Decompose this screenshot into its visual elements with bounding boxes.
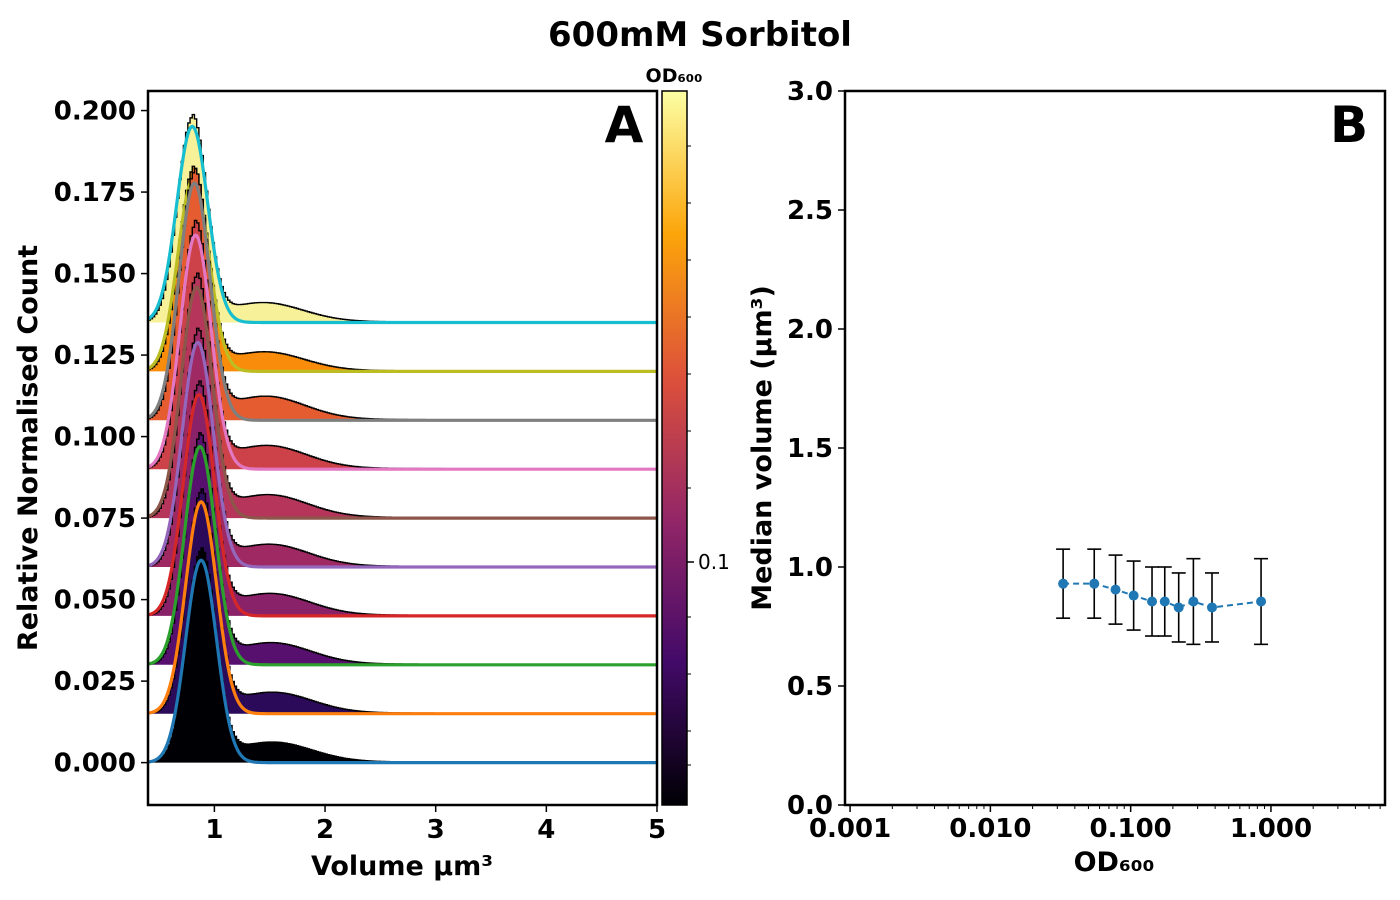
- fit-curve: [148, 181, 657, 422]
- fit-curve: [148, 500, 657, 716]
- x-tick-label: 0.100: [1090, 814, 1172, 844]
- panel-b-y-label: Median volume (µm³): [747, 285, 778, 611]
- panel-a-frame: [146, 89, 659, 807]
- fit-curve: [148, 558, 657, 765]
- data-point: [1254, 557, 1269, 646]
- data-point: [1186, 557, 1201, 646]
- x-tick-label: 4: [537, 815, 555, 845]
- x-tick-label: 0.010: [949, 814, 1031, 844]
- panel-a-x-label: Volume µm³: [311, 851, 493, 882]
- y-tick-label: 2.0: [787, 315, 833, 345]
- panel-b-chart: 0.001 0.010 0.100 1.000 0.0 0.5 1.0 1.5 2.0 2.5 3.…: [747, 77, 1387, 878]
- x-tick-label: 5: [648, 815, 666, 845]
- panel-a-letter: A: [605, 96, 644, 154]
- fit-curve: [148, 340, 657, 569]
- y-tick-label: 0.000: [54, 749, 136, 779]
- data-point: [1145, 566, 1160, 637]
- y-tick-label: 0.125: [54, 341, 136, 371]
- y-tick-label: 0.0: [787, 791, 833, 821]
- fit-curve: [148, 285, 657, 520]
- fit-curve: [148, 233, 657, 471]
- colorbar-frame: [661, 90, 688, 806]
- y-tick-label: 3.0: [787, 77, 833, 107]
- x-tick-label: 0.001: [809, 814, 891, 844]
- data-point: [1087, 548, 1102, 619]
- panel-a-y-label: Relative Normalised Count: [13, 245, 44, 651]
- marker: [1058, 578, 1069, 589]
- marker: [1188, 596, 1199, 607]
- y-tick-label: 0.050: [54, 586, 136, 616]
- marker: [1173, 602, 1184, 613]
- y-tick-label: 0.5: [787, 672, 833, 702]
- fit-curve: [148, 124, 657, 325]
- panel-b-frame: [843, 89, 1387, 807]
- figure-title: 600mM Sorbitol: [548, 15, 852, 55]
- data-point: [1205, 572, 1220, 643]
- marker: [1128, 590, 1139, 601]
- y-tick-label: 0.175: [54, 178, 136, 208]
- histogram-outline: [148, 113, 657, 324]
- y-tick-label: 2.5: [787, 196, 833, 226]
- histogram-series: [148, 547, 657, 765]
- data-point: [1108, 554, 1123, 625]
- fit-curve: [148, 176, 657, 373]
- histogram-fill: [148, 547, 657, 763]
- marker: [1089, 578, 1100, 589]
- panel-b-x-label: OD₆₀₀: [1074, 847, 1155, 878]
- x-tick-label: 2: [316, 815, 334, 845]
- data-point: [1126, 560, 1141, 631]
- fit-curve: [148, 444, 657, 667]
- marker: [1147, 596, 1158, 607]
- y-tick-label: 1.5: [787, 434, 833, 464]
- y-tick-label: 0.200: [54, 97, 136, 127]
- data-point: [1157, 566, 1172, 637]
- y-tick-label: 0.075: [54, 504, 136, 534]
- y-tick-label: 1.0: [787, 553, 833, 583]
- y-tick-label: 0.150: [54, 260, 136, 290]
- x-tick-label: 1.000: [1230, 814, 1312, 844]
- marker: [1256, 596, 1267, 607]
- panel-b-letter: B: [1330, 96, 1368, 154]
- y-tick-label: 0.100: [54, 423, 136, 453]
- data-point: [1171, 572, 1186, 643]
- fit-curve: [148, 392, 657, 618]
- median-line: [1063, 582, 1262, 609]
- marker: [1110, 584, 1121, 595]
- marker: [1207, 602, 1218, 613]
- x-tick-label: 3: [427, 815, 445, 845]
- x-tick-label: 1: [205, 815, 223, 845]
- panel-a-chart: 1 2 3 4 5 0.000 0.025 0.050 0.075 0.100 0.125 0.150…: [13, 89, 666, 882]
- y-tick-label: 0.025: [54, 667, 136, 697]
- marker: [1159, 596, 1170, 607]
- data-point: [1056, 548, 1071, 619]
- colorbar: 0.1 OD₆₀₀: [646, 65, 730, 806]
- colorbar-gradient: [662, 91, 687, 805]
- colorbar-tick-label: 0.1: [698, 550, 730, 574]
- histogram-series: [148, 165, 657, 373]
- histogram-series: [148, 113, 657, 325]
- colorbar-title: OD₆₀₀: [646, 65, 703, 87]
- histogram-fill: [148, 114, 657, 323]
